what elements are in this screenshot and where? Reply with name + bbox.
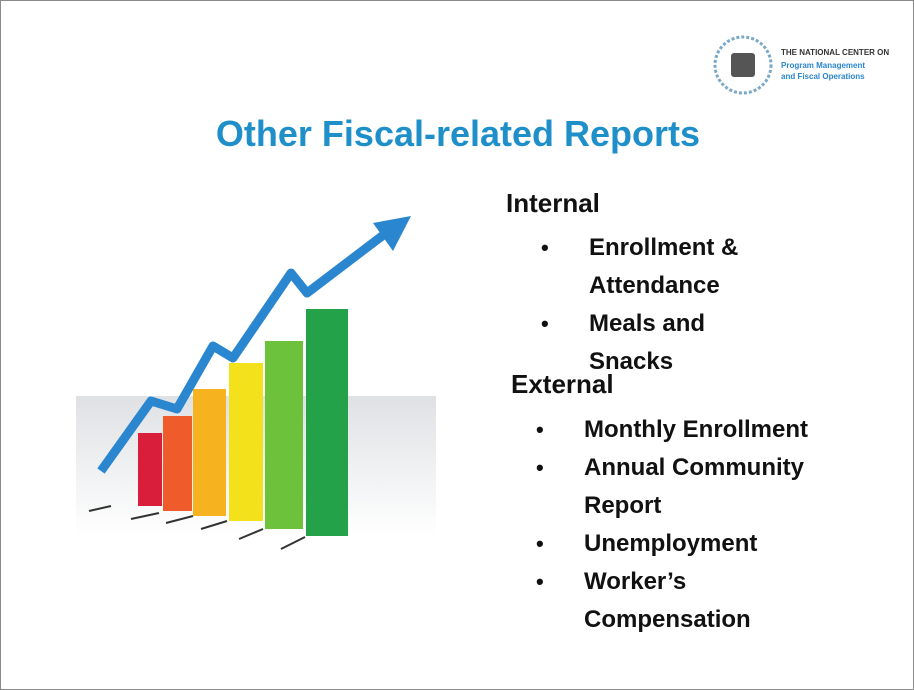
list-item: Meals and Snacks: [589, 305, 779, 381]
section-heading: Internal: [506, 188, 600, 219]
bullet: •: [536, 411, 544, 449]
list-item: Enrollment & Attendance: [589, 229, 779, 305]
bullet: •: [536, 449, 544, 487]
deco-bar: [265, 341, 303, 529]
slide-title: Other Fiscal-related Reports: [1, 113, 914, 155]
bullet: •: [541, 229, 549, 267]
bullet: •: [536, 525, 544, 563]
bullet: •: [541, 305, 549, 343]
slide: THE NATIONAL CENTER ON Program Managemen…: [0, 0, 914, 690]
list-item: Worker’s Compensation: [584, 563, 844, 639]
section-heading: External: [511, 369, 614, 400]
deco-bar: [138, 433, 162, 506]
logo-line: Program Management: [781, 61, 865, 70]
logo-line: THE NATIONAL CENTER ON: [781, 48, 889, 57]
deco-bar: [306, 309, 348, 536]
logo-line: and Fiscal Operations: [781, 72, 865, 81]
logo-icon: [731, 53, 755, 77]
list-item: Unemployment: [584, 525, 844, 563]
list-item: Monthly Enrollment: [584, 411, 844, 449]
deco-bar: [163, 416, 192, 511]
bullet: •: [536, 563, 544, 601]
list-item: Annual Community Report: [584, 449, 844, 525]
deco-bar: [193, 389, 226, 516]
deco-bar: [229, 363, 263, 521]
